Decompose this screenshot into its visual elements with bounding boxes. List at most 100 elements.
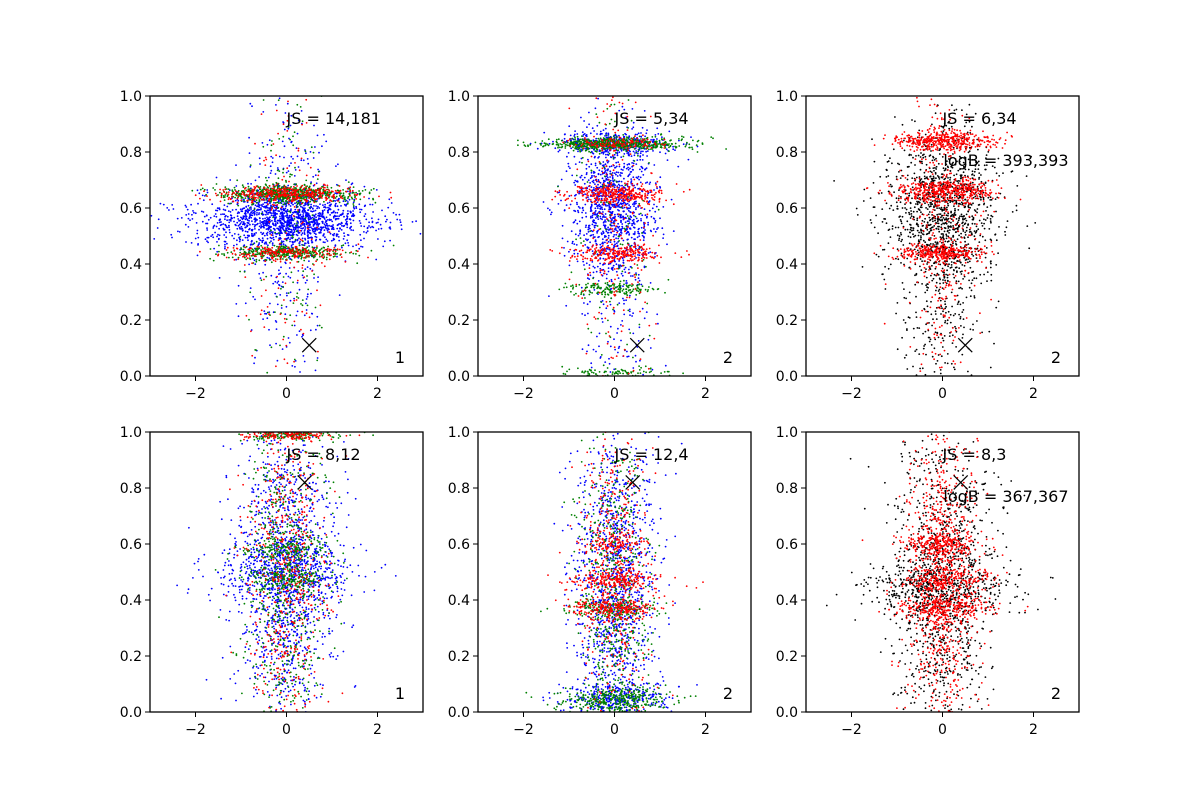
data-point [212,227,215,229]
data-point [301,195,303,197]
data-point [284,207,287,210]
data-point [310,182,312,185]
data-point [343,215,345,218]
data-point [330,200,333,203]
data-point [304,268,307,270]
data-point [629,206,632,208]
data-point [616,244,619,247]
data-point [217,253,220,256]
data-point [294,202,296,205]
data-point [297,231,300,234]
data-point [225,249,228,251]
data-point [237,191,240,193]
data-point [292,219,295,222]
data-point [262,223,265,226]
data-point [244,230,247,233]
data-point [302,159,305,162]
data-point [296,310,299,313]
data-point [364,213,367,215]
data-point [597,157,599,159]
data-point [587,312,589,315]
data-point [577,234,580,237]
data-point [281,212,284,215]
data-point [150,214,153,217]
data-point [271,246,274,249]
data-point [600,197,603,200]
data-point [282,168,285,171]
data-point [269,189,271,192]
data-point [259,313,262,316]
data-point [335,165,337,168]
data-point [229,211,232,213]
data-point [268,222,271,225]
data-point [283,212,286,215]
data-point [270,346,273,349]
data-point [639,152,642,155]
data-point [328,224,330,227]
data-point [196,189,199,192]
data-point [296,222,298,225]
data-point [617,327,619,330]
data-point [314,369,317,372]
data-point [226,215,229,218]
data-point [323,209,326,211]
data-point [636,159,639,162]
data-point [326,184,329,187]
data-point [302,244,305,247]
data-point [599,356,602,358]
data-point [267,176,270,179]
data-point [344,200,347,203]
data-point [621,320,624,322]
data-point [618,186,620,189]
data-point [570,147,573,150]
data-point [171,236,173,239]
data-point [309,166,312,169]
data-point [346,223,349,225]
data-point [296,203,299,206]
data-point [615,165,618,168]
data-point [385,220,387,223]
data-point [282,171,284,174]
data-point [318,324,321,327]
data-point [605,307,608,310]
data-point [276,275,278,278]
data-point [322,215,325,218]
data-point [215,183,218,185]
data-point [651,207,654,210]
data-point [301,310,304,313]
data-point [325,238,328,241]
data-point [619,175,622,177]
data-point [240,199,243,202]
data-point [654,182,657,185]
data-point [278,247,280,249]
data-point [639,181,642,184]
data-point [359,222,362,225]
data-point [600,194,602,197]
data-point [607,132,610,135]
data-point [612,180,615,183]
data-point [650,139,652,141]
data-point [258,157,261,160]
data-point [301,120,304,123]
data-point [223,204,226,207]
data-point [320,195,323,198]
data-point [233,220,235,223]
data-point [254,253,257,256]
data-point [206,189,209,191]
data-point [256,245,259,248]
data-point [375,229,377,232]
data-point [649,251,652,254]
data-point [298,330,301,333]
data-point [635,272,637,274]
data-point [644,168,647,171]
data-point [642,230,645,233]
data-point [276,222,279,224]
data-point [215,253,217,256]
data-point [301,206,304,209]
data-point [281,191,283,194]
data-point [228,256,230,259]
data-point [232,247,235,249]
data-point [314,213,317,216]
data-point [627,209,630,212]
data-point [266,306,269,308]
